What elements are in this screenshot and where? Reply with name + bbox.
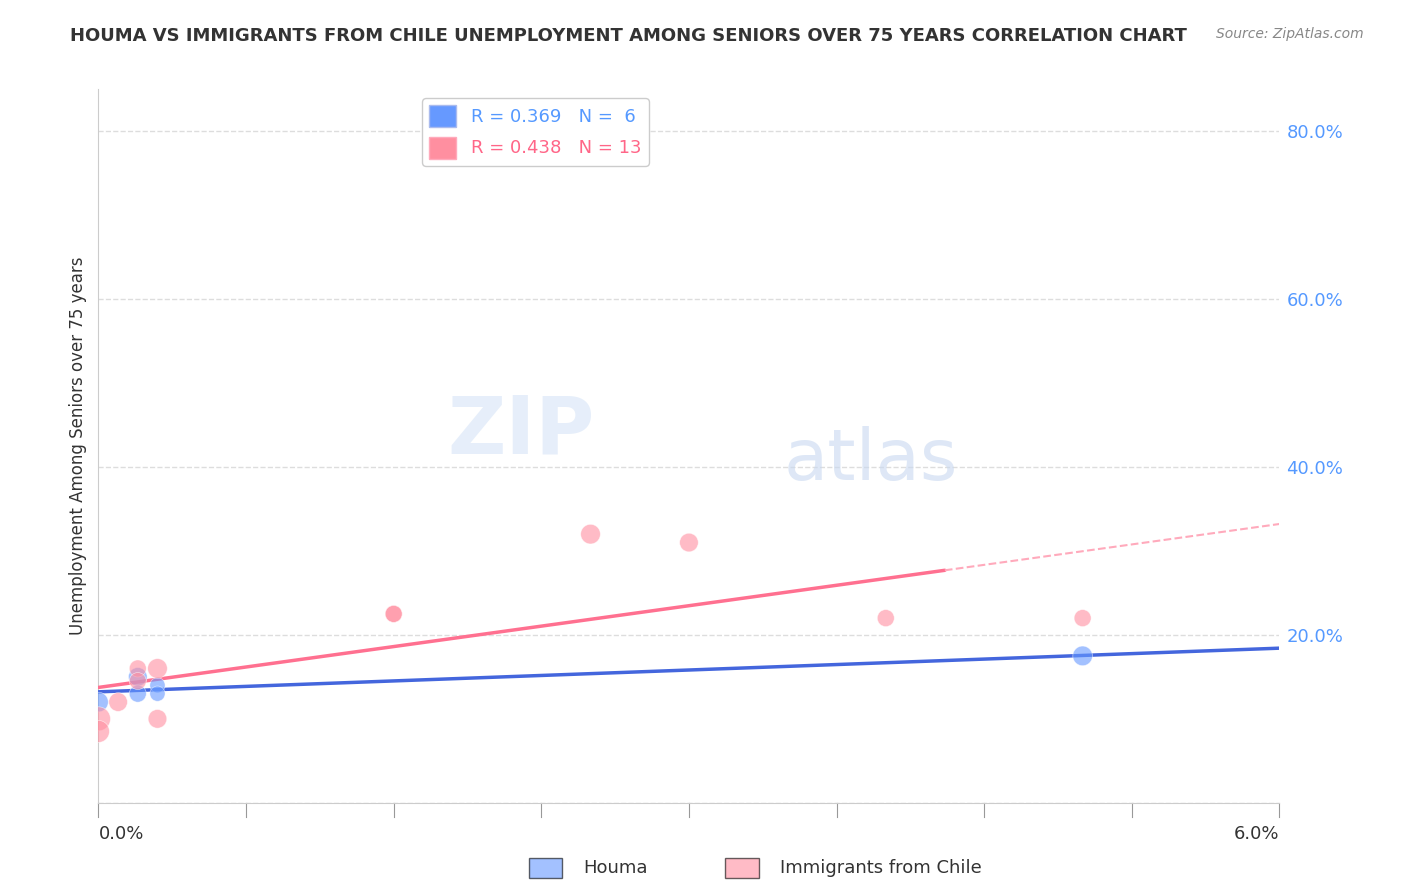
- Text: 0.0%: 0.0%: [98, 825, 143, 843]
- Text: Source: ZipAtlas.com: Source: ZipAtlas.com: [1216, 27, 1364, 41]
- Text: ZIP: ZIP: [447, 392, 595, 471]
- Point: [87, 695, 110, 709]
- Point: [678, 535, 700, 549]
- Point: [87, 724, 110, 739]
- Text: 6.0%: 6.0%: [1234, 825, 1279, 843]
- Point: [146, 678, 169, 692]
- Point: [127, 661, 149, 675]
- Point: [127, 687, 149, 701]
- Text: Immigrants from Chile: Immigrants from Chile: [780, 859, 981, 877]
- Point: [146, 661, 169, 675]
- Legend: R = 0.369   N =  6, R = 0.438   N = 13: R = 0.369 N = 6, R = 0.438 N = 13: [422, 98, 648, 166]
- Point: [107, 695, 129, 709]
- Point: [127, 674, 149, 689]
- Text: HOUMA VS IMMIGRANTS FROM CHILE UNEMPLOYMENT AMONG SENIORS OVER 75 YEARS CORRELAT: HOUMA VS IMMIGRANTS FROM CHILE UNEMPLOYM…: [70, 27, 1187, 45]
- Point: [875, 611, 897, 625]
- Point: [579, 527, 602, 541]
- Point: [1071, 611, 1094, 625]
- Point: [382, 607, 405, 621]
- Point: [1071, 648, 1094, 663]
- Y-axis label: Unemployment Among Seniors over 75 years: Unemployment Among Seniors over 75 years: [69, 257, 87, 635]
- Point: [127, 670, 149, 684]
- Point: [87, 712, 110, 726]
- Text: Houma: Houma: [583, 859, 648, 877]
- Point: [146, 687, 169, 701]
- Text: atlas: atlas: [783, 425, 957, 495]
- Point: [382, 607, 405, 621]
- Point: [146, 712, 169, 726]
